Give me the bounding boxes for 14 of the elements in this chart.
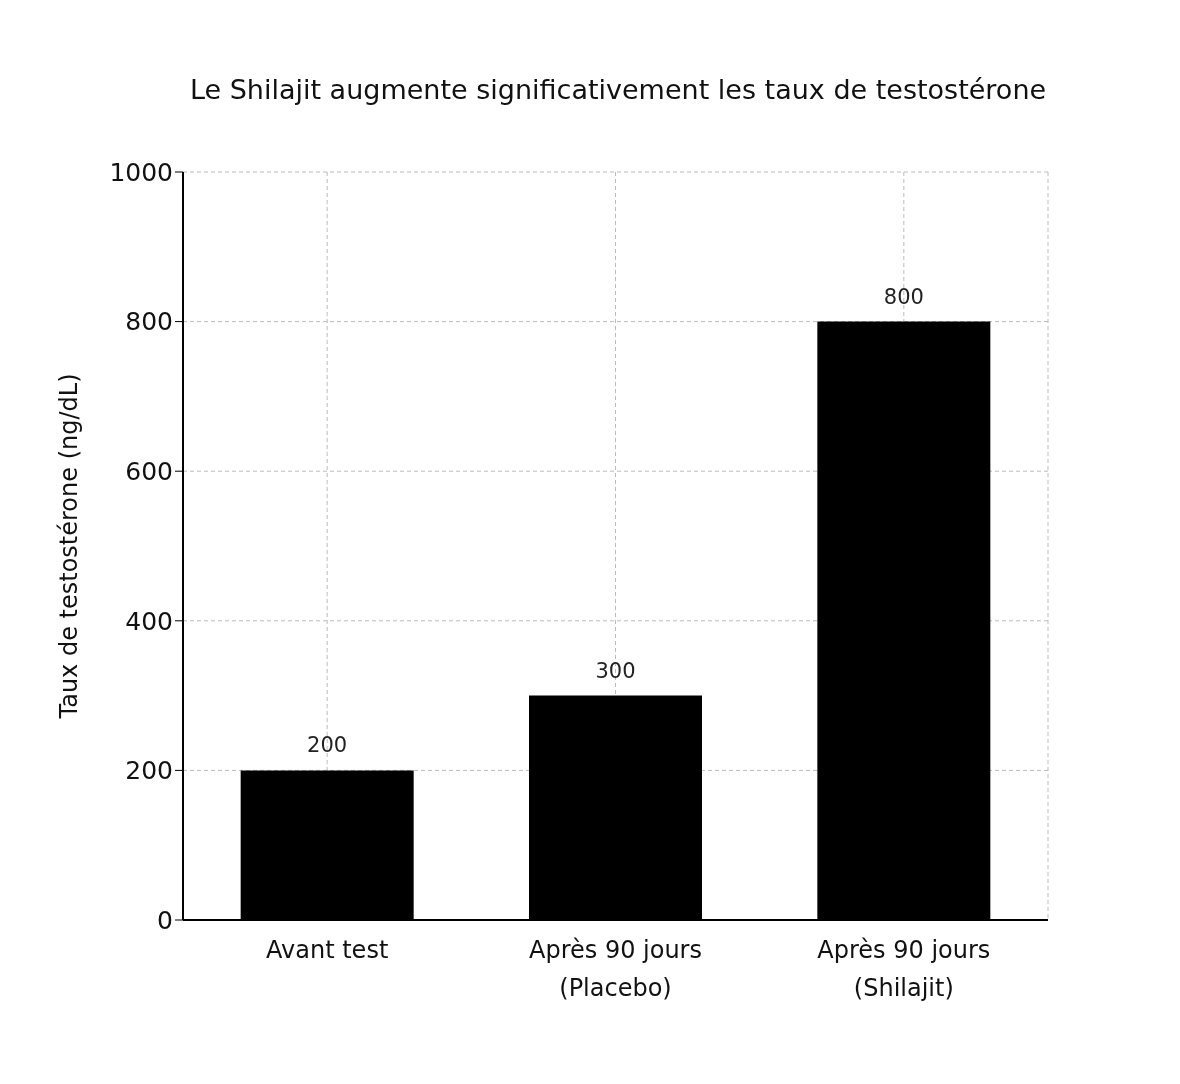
data-label: 300 [595,658,636,683]
y-tick-label: 600 [125,457,173,487]
y-tick-label: 200 [125,756,173,786]
x-tick-label: Après 90 jours (Shilajit) [817,936,991,1002]
y-tick-label: 800 [125,307,173,337]
data-label: 800 [883,284,924,309]
y-tick-label: 0 [157,905,173,935]
x-tick-label: Après 90 jours (Placebo) [529,936,702,1002]
y-tick-label: 400 [125,606,173,636]
data-label: 200 [307,733,348,758]
y-axis-title: Taux de testostérone (ng/dL) [54,373,83,720]
x-tick-label: Avant test [266,936,389,964]
y-tick-label: 1000 [109,157,173,187]
chart-title: Le Shilajit augmente significativement les taux de testostérone [188,74,1048,105]
